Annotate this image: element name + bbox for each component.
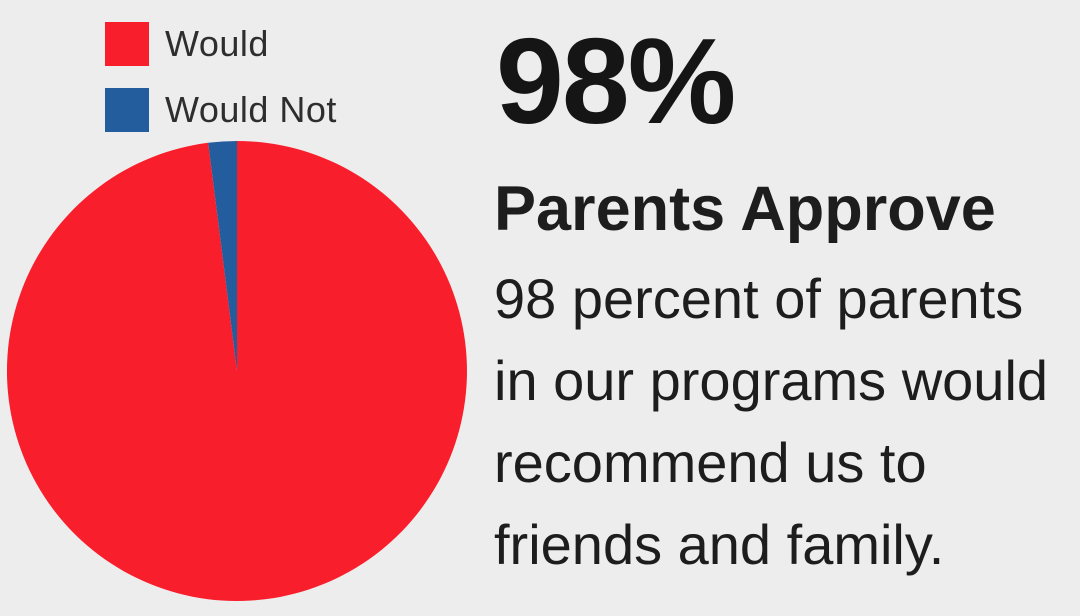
legend-item-would: Would: [105, 22, 337, 66]
stat-heading: Parents Approve: [494, 174, 996, 244]
pie-legend: Would Would Not: [105, 22, 337, 154]
legend-label-would-not: Would Not: [165, 89, 337, 130]
legend-swatch-would: [105, 22, 149, 66]
pie-chart: [7, 141, 467, 601]
stat-description-line: recommend us to: [494, 431, 927, 494]
pie-slice-would: [7, 141, 467, 601]
stat-description-line: friends and family.: [494, 513, 945, 576]
legend-label-would: Would: [165, 23, 269, 64]
legend-item-would-not: Would Not: [105, 88, 337, 132]
stat-description: 98 percent of parents in our programs wo…: [494, 258, 1048, 586]
pie-slice-would-not: [208, 141, 237, 371]
legend-swatch-would-not: [105, 88, 149, 132]
stat-description-line: in our programs would: [494, 349, 1049, 412]
stat-value: 98%: [496, 13, 736, 149]
stat-description-line: 98 percent of parents: [494, 267, 1024, 330]
